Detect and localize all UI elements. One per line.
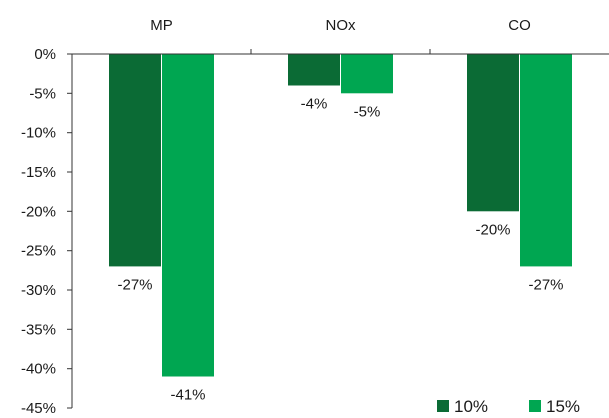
y-tick-label: -15%: [21, 164, 56, 181]
bar-co-series-2: [520, 54, 572, 267]
legend-swatch-series-2: [529, 400, 541, 412]
bar-nox-series-2: [341, 54, 393, 94]
bar-co-series-1: [467, 54, 519, 212]
legend-label-series-2: 15%: [546, 397, 580, 416]
data-label-nox-series-2: -5%: [354, 103, 381, 120]
bars-group: [109, 54, 572, 377]
y-tick-label: -10%: [21, 125, 56, 142]
data-label-mp-series-2: -41%: [170, 387, 205, 404]
labels-group: -27% -41% MP -4% -5% NOx -20% -27% CO 0% -5% -10% -1…: [21, 17, 564, 417]
data-label-mp-series-1: -27%: [117, 276, 152, 293]
data-label-nox-series-1: -4%: [301, 96, 328, 113]
legend: 10% 15%: [437, 397, 580, 416]
y-tick-label: -40%: [21, 361, 56, 378]
y-tick-label: -5%: [29, 85, 56, 102]
legend-label-series-1: 10%: [454, 397, 488, 416]
category-label-mp: MP: [150, 17, 173, 34]
y-tick-label: 0%: [34, 46, 56, 63]
data-label-co-series-2: -27%: [528, 276, 563, 293]
category-label-nox: NOx: [326, 17, 357, 34]
axes-group: [67, 49, 609, 409]
y-tick-label: -25%: [21, 243, 56, 260]
bar-mp-series-2: [162, 54, 214, 377]
category-label-co: CO: [508, 17, 531, 34]
bar-mp-series-1: [109, 54, 161, 267]
bar-nox-series-1: [288, 54, 340, 86]
y-tick-label: -45%: [21, 400, 56, 417]
y-tick-label: -20%: [21, 203, 56, 220]
y-tick-label: -35%: [21, 321, 56, 338]
data-label-co-series-1: -20%: [475, 221, 510, 238]
legend-swatch-series-1: [437, 400, 449, 412]
y-tick-label: -30%: [21, 282, 56, 299]
